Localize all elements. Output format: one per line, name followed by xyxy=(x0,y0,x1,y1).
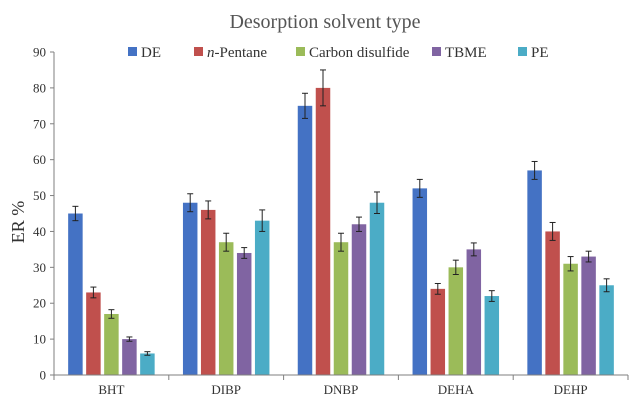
y-tick-label: 40 xyxy=(33,224,46,239)
legend-label: DE xyxy=(141,45,161,61)
bar xyxy=(581,256,596,375)
bar xyxy=(563,263,578,375)
legend-label-text: PE xyxy=(531,45,549,61)
bar xyxy=(254,220,270,375)
y-axis-label: ER % xyxy=(8,201,28,244)
bars-group xyxy=(68,87,614,375)
x-tick-label: DIBP xyxy=(211,382,241,396)
legend-label-text: -Pentane xyxy=(215,45,268,61)
bar xyxy=(315,87,331,375)
bar xyxy=(430,288,446,375)
bar xyxy=(297,105,313,375)
x-axis: BHT DIBP DNBP DEHA DEHP xyxy=(53,374,629,396)
bar xyxy=(351,224,367,375)
bar xyxy=(104,313,119,375)
x-tick-label: BHT xyxy=(98,382,124,396)
bar xyxy=(218,242,234,375)
legend-label-italic: n xyxy=(207,45,215,61)
bar xyxy=(599,285,614,375)
legend-label: Carbon disulfide xyxy=(309,45,410,61)
x-tick-label: DNBP xyxy=(324,382,359,396)
y-tick-label: 80 xyxy=(33,80,46,95)
y-tick-label: 30 xyxy=(33,260,46,275)
bar xyxy=(140,353,155,375)
legend-swatch xyxy=(296,47,305,56)
legend-label-text: TBME xyxy=(445,45,487,61)
legend-swatch xyxy=(128,47,137,56)
y-tick-label: 90 xyxy=(33,45,46,60)
legend-swatch xyxy=(194,47,203,56)
y-tick-label: 20 xyxy=(33,296,46,311)
chart-title: Desorption solvent type xyxy=(229,11,420,33)
legend-swatch xyxy=(518,47,527,56)
bar xyxy=(182,202,198,375)
legend-label-text: Carbon disulfide xyxy=(309,45,410,61)
bar xyxy=(333,242,349,375)
legend: DE n-Pentane Carbon disulfide TBME PE xyxy=(128,45,549,61)
x-tick-label: DEHA xyxy=(438,382,475,396)
bar xyxy=(68,213,83,375)
y-tick-label: 50 xyxy=(33,188,46,203)
bar xyxy=(412,188,428,375)
bar xyxy=(448,267,464,375)
x-tick-label: DEHP xyxy=(554,382,588,396)
legend-label: n-Pentane xyxy=(207,45,267,61)
bar xyxy=(466,249,482,375)
legend-swatch xyxy=(432,47,441,56)
y-tick-label: 10 xyxy=(33,332,46,347)
bar xyxy=(527,170,542,375)
y-axis: 0 10 20 30 40 50 60 70 80 90 xyxy=(33,45,55,383)
legend-label-text: DE xyxy=(141,45,161,61)
y-tick-label: 0 xyxy=(40,368,47,383)
y-tick-label: 70 xyxy=(33,116,46,131)
legend-label: TBME xyxy=(445,45,487,61)
bar xyxy=(200,209,216,375)
bar xyxy=(122,339,137,375)
bar xyxy=(369,202,385,375)
error-bars-group xyxy=(72,69,610,356)
bar xyxy=(484,296,500,375)
y-tick-label: 60 xyxy=(33,152,46,167)
bar xyxy=(545,231,560,375)
legend-label: PE xyxy=(531,45,549,61)
bar xyxy=(86,292,101,375)
bar xyxy=(236,252,252,375)
